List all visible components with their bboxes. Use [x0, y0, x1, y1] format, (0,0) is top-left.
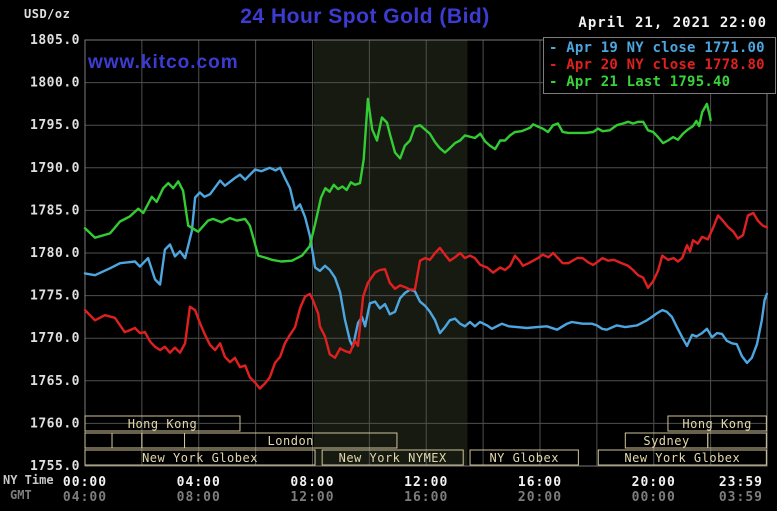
x-tick-gmt: 03:59	[719, 490, 763, 505]
session-box	[667, 415, 767, 432]
y-tick-label: 1795.0	[30, 118, 80, 133]
session-box	[84, 449, 316, 466]
series-apr-20	[83, 211, 769, 390]
y-tick-label: 1755.0	[30, 459, 80, 474]
x-tick-gmt: 16:00	[404, 490, 448, 505]
y-tick-label: 1770.0	[30, 331, 80, 346]
session-label: NY Globex	[489, 451, 559, 465]
series-apr-21	[83, 97, 712, 263]
session-box	[597, 449, 767, 466]
session-label: London	[268, 434, 314, 448]
session-box	[707, 432, 767, 449]
x-tick-ny-time: 23:59	[719, 475, 763, 490]
legend: - Apr 19 NY close 1771.00 - Apr 20 NY cl…	[543, 37, 776, 94]
datetime-label: April 21, 2021 22:00	[578, 15, 767, 31]
x-tick-gmt: 20:00	[518, 490, 562, 505]
session-label: New York Globex	[142, 451, 258, 465]
session-box	[469, 449, 579, 466]
kitco-watermark-link[interactable]: www.kitco.com	[88, 52, 239, 73]
ny-time-axis-label: NY Time	[3, 473, 54, 487]
legend-item-apr20: - Apr 20 NY close 1778.80	[549, 57, 765, 73]
chart-title: 24 Hour Spot Gold (Bid)	[240, 5, 490, 28]
y-tick-label: 1760.0	[30, 416, 80, 431]
x-tick-gmt: 00:00	[632, 490, 676, 505]
session-box	[111, 432, 143, 449]
x-tick-ny-time: 00:00	[63, 475, 107, 490]
session-box	[84, 432, 113, 449]
gmt-axis-label: GMT	[10, 488, 32, 502]
session-label: Sydney	[643, 434, 689, 448]
plot-border	[84, 39, 768, 467]
x-tick-ny-time: 04:00	[177, 475, 221, 490]
y-axis-unit-label: USD/oz	[24, 7, 71, 21]
x-tick-ny-time: 08:00	[290, 475, 334, 490]
session-label: Hong Kong	[128, 417, 198, 431]
session-box	[84, 415, 241, 432]
session-box	[141, 432, 186, 449]
session-box	[321, 449, 464, 466]
y-tick-label: 1765.0	[30, 374, 80, 389]
y-tick-label: 1800.0	[30, 76, 80, 91]
x-tick-gmt: 12:00	[290, 490, 334, 505]
y-tick-label: 1785.0	[30, 203, 80, 218]
x-tick-gmt: 04:00	[63, 490, 107, 505]
session-label: New York Globex	[624, 451, 740, 465]
session-box	[184, 432, 398, 449]
y-tick-label: 1790.0	[30, 161, 80, 176]
x-tick-gmt: 08:00	[177, 490, 221, 505]
x-tick-ny-time: 16:00	[518, 475, 562, 490]
session-label: New York NYMEX	[339, 451, 447, 465]
y-tick-label: 1780.0	[30, 246, 80, 261]
legend-item-apr21: - Apr 21 Last 1795.40	[549, 74, 731, 90]
x-tick-ny-time: 12:00	[404, 475, 448, 490]
session-label: Hong Kong	[682, 417, 752, 431]
x-tick-ny-time: 20:00	[632, 475, 676, 490]
series-apr-19	[83, 166, 769, 365]
legend-item-apr19: - Apr 19 NY close 1771.00	[549, 40, 765, 56]
y-tick-label: 1805.0	[30, 33, 80, 48]
y-tick-label: 1775.0	[30, 289, 80, 304]
